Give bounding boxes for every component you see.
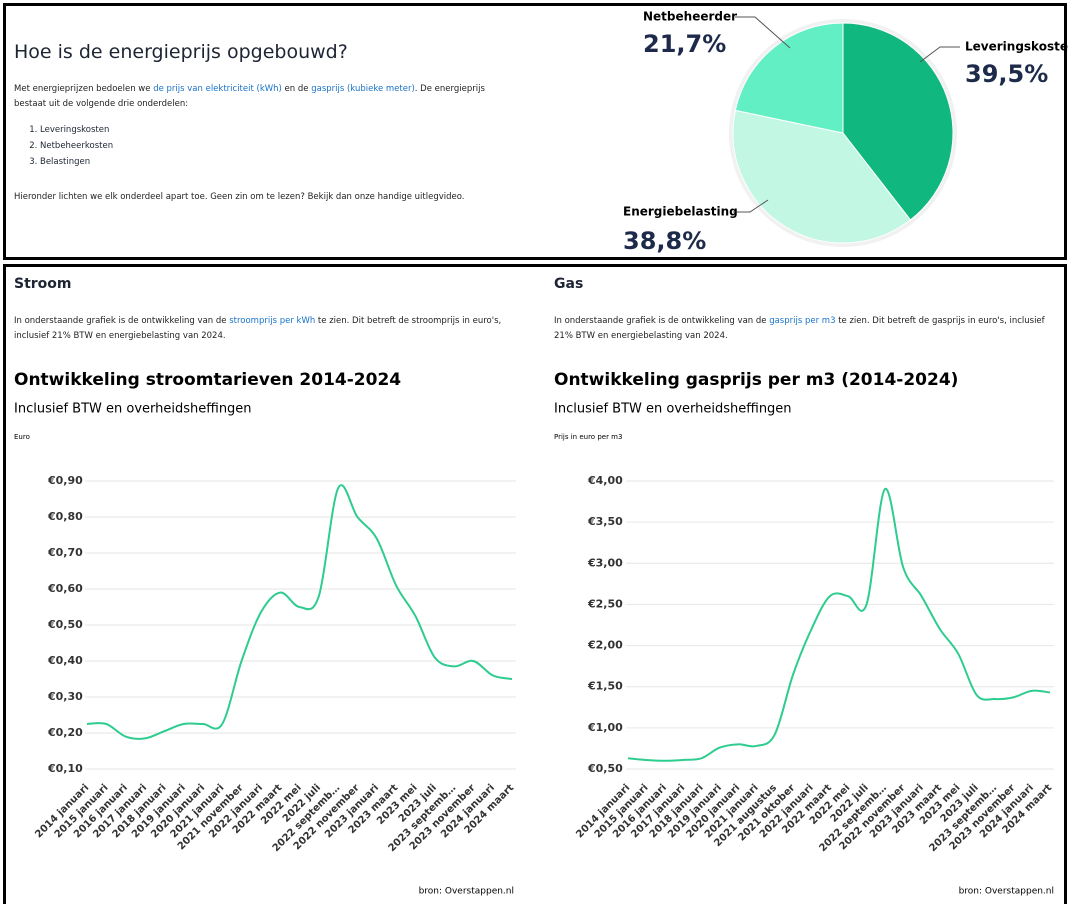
y-tick-label: €0,10: [47, 762, 83, 775]
y-tick-label: €2,50: [587, 597, 623, 610]
text: te zien. Dit betreft de stroomprijs in e…: [14, 316, 502, 341]
chart-subtitle: Inclusief BTW en overheidsheffingen: [554, 402, 792, 417]
chart-title: Ontwikkeling stroomtarieven 2014-2024: [14, 370, 401, 390]
link[interactable]: stroomprijs per kWh: [229, 316, 316, 326]
pie-slice: [842, 22, 954, 221]
axis-label: Prijs in euro per m3: [554, 433, 622, 441]
slice-value: 38,8%: [623, 227, 706, 255]
source: bron: Overstappen.nl: [959, 887, 1054, 897]
link[interactable]: de prijs van elektriciteit (kWh): [153, 84, 282, 94]
section-title: Stroom: [14, 276, 72, 292]
y-tick-label: €1,50: [587, 680, 623, 693]
text: en de: [281, 84, 312, 94]
section-title: Gas: [554, 276, 584, 292]
text: Met energieprijzen bedoelen we: [14, 84, 154, 94]
list-item: Leveringskosten: [40, 122, 113, 138]
slice-label: Leveringskosten: [965, 40, 1069, 54]
y-tick-label: €0,80: [47, 510, 83, 523]
y-tick-label: €1,00: [587, 721, 623, 734]
intro-text: Met energieprijzen bedoelen we de prijs …: [14, 82, 494, 112]
y-tick-label: €3,00: [587, 556, 623, 569]
link[interactable]: gasprijs per m3: [769, 316, 836, 326]
chart-subtitle: Inclusief BTW en overheidsheffingen: [14, 402, 252, 417]
y-tick-label: €3,50: [587, 515, 623, 528]
slice-value: 39,5%: [965, 60, 1048, 88]
text: . De energieprijs bestaat uit de volgend…: [14, 84, 485, 109]
y-tick-label: €0,50: [47, 618, 83, 631]
slice-label: Energiebelasting: [623, 205, 738, 219]
y-tick-label: €0,50: [587, 762, 623, 775]
y-tick-label: €4,00: [587, 474, 623, 487]
leader-line: [735, 16, 791, 49]
y-tick-label: €2,00: [587, 639, 623, 652]
list-item: Netbeheerkosten: [40, 138, 113, 154]
source: bron: Overstappen.nl: [419, 887, 514, 897]
pie-slice: [732, 109, 912, 244]
text: In onderstaande grafiek is de ontwikkeli…: [554, 316, 770, 326]
y-tick-label: €0,60: [47, 582, 83, 595]
text: te zien. Dit betreft de gasprijs in euro…: [554, 316, 1045, 341]
top-panel: [3, 3, 1067, 260]
chart-title: Ontwikkeling gasprijs per m3 (2014-2024): [554, 370, 958, 390]
pie-slice: [734, 22, 844, 134]
section-text: In onderstaande grafiek is de ontwikkeli…: [14, 314, 524, 344]
slice-value: 21,7%: [643, 30, 726, 58]
intro-list: Leveringskosten Netbeheerkosten Belastin…: [14, 122, 113, 170]
intro-title: Hoe is de energieprijs opgebouwd?: [14, 41, 348, 63]
leader-line: [919, 46, 960, 63]
y-tick-label: €0,40: [47, 654, 83, 667]
section-text: In onderstaande grafiek is de ontwikkeli…: [554, 314, 1054, 344]
bottom-panel: [3, 264, 1067, 904]
line: [86, 484, 513, 740]
axis-label: Euro: [14, 433, 30, 441]
y-tick-label: €0,20: [47, 726, 83, 739]
text: In onderstaande grafiek is de ontwikkeli…: [14, 316, 230, 326]
leader-line: [733, 199, 769, 213]
intro-footer: Hieronder lichten we elk onderdeel apart…: [14, 192, 465, 202]
y-tick-label: €0,90: [47, 474, 83, 487]
slice-label: Netbeheerder: [643, 10, 737, 24]
list-item: Belastingen: [40, 154, 113, 170]
y-tick-label: €0,70: [47, 546, 83, 559]
y-tick-label: €0,30: [47, 690, 83, 703]
link[interactable]: gasprijs (kubieke meter): [311, 84, 415, 94]
line: [627, 488, 1051, 762]
